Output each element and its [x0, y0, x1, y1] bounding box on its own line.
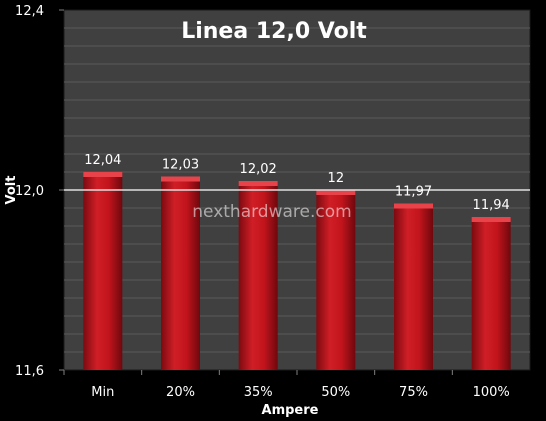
data-label: 11,94	[473, 198, 510, 213]
bar-top-highlight	[394, 203, 433, 209]
y-tick-label: 11,6	[15, 364, 44, 379]
data-label: 12,03	[162, 158, 199, 173]
bar-top-highlight	[161, 176, 200, 182]
bars	[83, 172, 511, 370]
data-label: 11,97	[395, 185, 432, 200]
data-labels: 12,04 12,03 12,02 12 11,97 11,94	[84, 153, 510, 213]
x-tick-label: 35%	[244, 385, 273, 400]
x-tick-label: 75%	[399, 385, 428, 400]
bar	[83, 172, 123, 370]
bar	[316, 190, 356, 370]
y-axis-ticks: 11,6 12,0 12,4	[15, 4, 64, 379]
bar	[471, 217, 511, 370]
x-axis-ticks: Min 20% 35% 50% 75% 100%	[63, 370, 510, 400]
x-tick-label: 50%	[321, 385, 350, 400]
bar-top-highlight	[83, 172, 123, 177]
bar-top-highlight	[471, 217, 511, 222]
y-tick-label: 12,4	[15, 4, 44, 19]
y-axis-title: Volt	[4, 176, 19, 205]
data-label: 12	[328, 171, 345, 186]
data-label: 12,02	[240, 162, 277, 177]
y-tick-label: 12,0	[15, 184, 44, 199]
watermark: nexthardware.com	[192, 202, 351, 222]
bar	[394, 203, 433, 370]
x-tick-label: 20%	[166, 385, 195, 400]
bar-top-highlight	[316, 190, 356, 195]
x-tick-label: 100%	[473, 385, 510, 400]
grid-lines	[64, 27, 530, 353]
bar-top-highlight	[238, 181, 278, 186]
x-tick-label: Min	[91, 385, 114, 400]
bar	[238, 181, 278, 370]
chart-title: Linea 12,0 Volt	[181, 19, 367, 44]
data-label: 12,04	[84, 153, 121, 168]
x-axis-title: Ampere	[262, 403, 319, 418]
bar	[161, 176, 200, 370]
